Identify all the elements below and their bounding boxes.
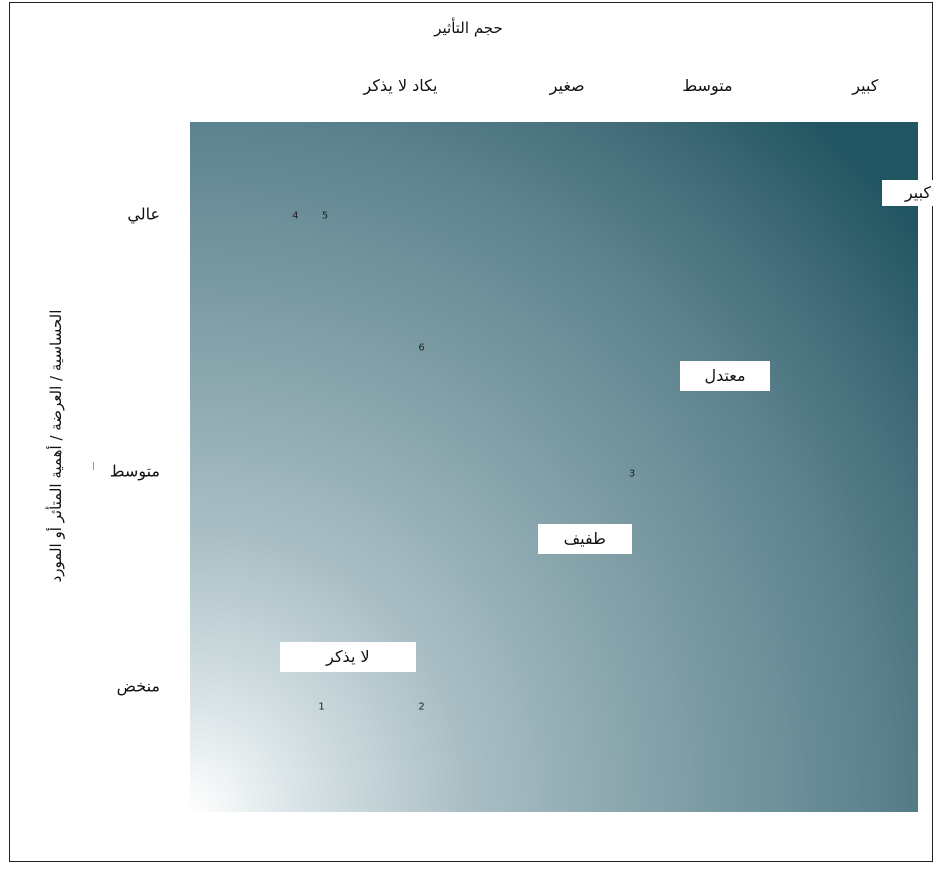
data-point-label: 6 — [418, 342, 425, 354]
y-tick-label: عالي — [127, 204, 160, 224]
x-tick-label: يكاد لا يذكر — [363, 76, 438, 95]
y-tick-label: منخض — [116, 676, 160, 696]
x-tick-label: متوسط — [682, 76, 733, 95]
zone-label: معتدل — [680, 361, 771, 392]
plot-area: كبير معتدل طفيف لا يذكر 1 2 3 4 5 6 — [190, 122, 937, 812]
data-point-label: 2 — [418, 701, 425, 713]
y-axis-mark — [93, 462, 94, 470]
x-tick-label: كبير — [852, 76, 879, 95]
data-point-label: 5 — [321, 210, 329, 222]
zone-label: كبير — [882, 180, 937, 207]
zone-label: لا يذكر — [279, 642, 416, 673]
zone-label: طفيف — [537, 524, 632, 555]
x-tick-label: صغير — [549, 76, 585, 95]
y-axis-title: الحساسية / العرضة / أهمية المتأثر أو الم… — [47, 309, 65, 583]
y-tick-label: متوسط — [109, 461, 160, 481]
x-axis-title: حجم التأثير — [434, 19, 503, 37]
data-point-label: 3 — [628, 468, 636, 480]
data-point-label: 4 — [292, 210, 299, 222]
data-point-label: 1 — [318, 701, 325, 713]
